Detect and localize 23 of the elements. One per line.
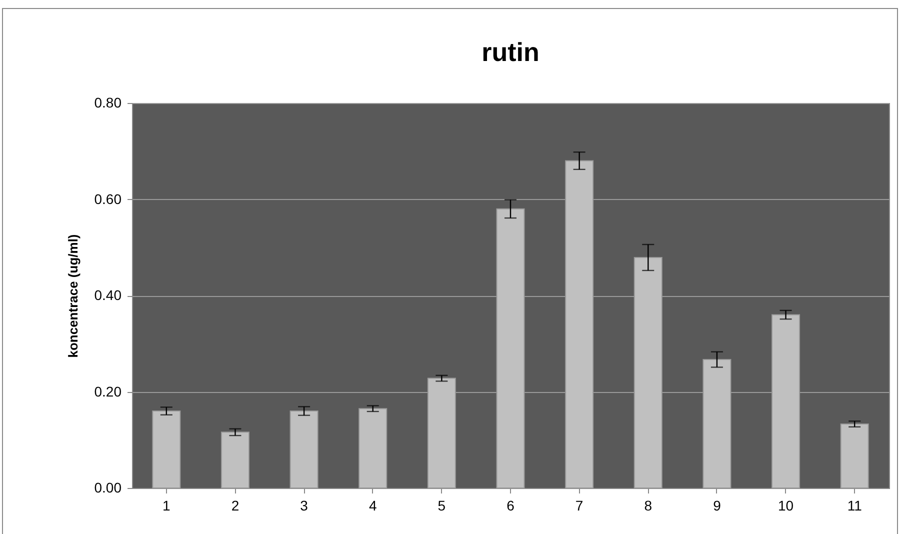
y-tick-label: 0.40 [94, 287, 122, 303]
x-tick-label: 9 [713, 498, 722, 514]
x-tick-label: 4 [368, 498, 377, 514]
bar [290, 410, 318, 488]
bar [152, 410, 181, 488]
x-tick-label: 5 [438, 498, 446, 514]
x-tick-label: 7 [575, 498, 584, 514]
y-axis-title: koncentrace (ug/ml) [65, 234, 80, 358]
y-tick-label: 0.00 [94, 480, 122, 496]
x-tick-label: 3 [300, 498, 308, 514]
x-tick-label: 2 [231, 498, 240, 514]
y-tick-label: 0.20 [94, 383, 122, 400]
chart-title: rutin [482, 37, 540, 67]
x-tick-label: 1 [162, 498, 171, 514]
bar [358, 408, 388, 488]
bar [220, 432, 250, 488]
x-tick-label: 10 [778, 498, 794, 514]
x-tick-label: 8 [644, 498, 652, 514]
y-tick-label: 0.80 [94, 94, 122, 110]
bar [840, 423, 869, 488]
x-tick-label: 6 [506, 498, 515, 514]
y-tick-label: 0.60 [94, 190, 122, 207]
x-tick-label: 11 [847, 498, 862, 514]
